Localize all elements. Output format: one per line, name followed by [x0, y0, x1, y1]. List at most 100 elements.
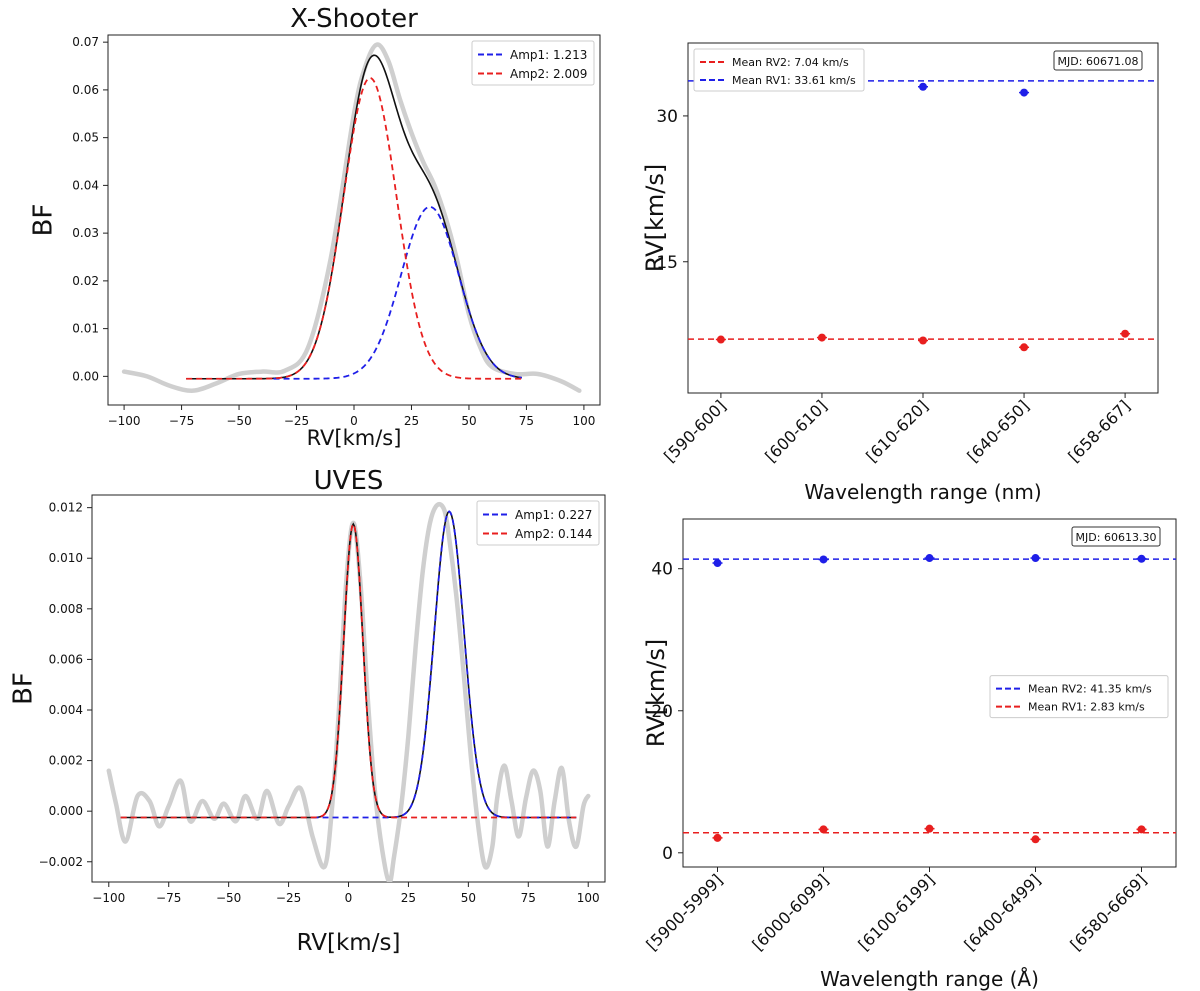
uves_bf-y-tick-label: 0.010 [49, 551, 83, 565]
uves_rv-legend-label: Mean RV2: 41.35 km/s [1028, 683, 1152, 696]
xshooter_rv-x-tick-label: [600-610] [761, 396, 831, 466]
uves_rv-point-rv2 [819, 555, 828, 564]
uves_bf-y-tick-label: 0.004 [49, 703, 83, 717]
uves_rv-point-rv1 [1137, 825, 1146, 834]
uves_rv-x-axis-label: Wavelength range (Å) [820, 967, 1039, 991]
uves_bf-y-tick-label: 0.000 [49, 804, 83, 818]
uves_bf-x-tick-label: 25 [401, 891, 416, 905]
uves_rv-mjd-box [1071, 526, 1161, 547]
xshooter_bf-plot-frame [107, 34, 601, 406]
uves_rv-x-tick-label: [6100-6199] [854, 870, 938, 954]
xshooter_bf-y-tick-label: 0.02 [72, 274, 99, 288]
xshooter_bf-x-axis-label: RV[km/s] [307, 426, 402, 450]
uves_rv-point-rv1 [925, 824, 934, 833]
xshooter_bf-gaussian2-line [186, 77, 522, 380]
uves_bf-gaussian2-line [120, 522, 577, 819]
uves_rv-x-tick-label: [5900-5999] [642, 870, 726, 954]
xshooter_bf-y-tick-label: 0.07 [72, 35, 99, 49]
xshooter_bf-y-axis-label: BF [29, 204, 59, 237]
xshooter_bf-x-tick-label: 0 [350, 414, 358, 428]
xshooter_bf-panel: −100 −75 −50 −25 0 25 50 75 100 0.00 0.01 0.02 0.03 0… [29, 4, 601, 450]
xshooter_rv-point-rv2 [1020, 343, 1029, 352]
xshooter_bf-x-tick-label: −50 [226, 414, 251, 428]
uves_rv-y-axis-label: RV[km/s] [642, 639, 670, 747]
xshooter_rv-mjd-annotation: MJD: 60671.08 [1058, 55, 1139, 68]
uves_rv-point-rv2 [713, 559, 722, 568]
uves_bf-y-tick-label: 0.006 [49, 652, 83, 666]
uves_rv-legend-box [989, 675, 1169, 719]
uves_bf-panel: −100 −75 −50 −25 0 25 50 75 100 −0.002 0.000 0.002 0… [9, 466, 606, 956]
uves_rv-legend-label: Mean RV1: 2.83 km/s [1028, 701, 1145, 714]
xshooter_bf-y-tick-label: 0.06 [72, 83, 99, 97]
uves_rv-point-rv2 [925, 554, 934, 563]
xshooter_bf-title: X-Shooter [290, 4, 418, 34]
xshooter_bf-y-tick-label: 0.00 [72, 369, 99, 383]
xshooter_bf-y-tick-label: 0.01 [72, 322, 99, 336]
xshooter_rv-legend-label: Mean RV1: 33.61 km/s [732, 74, 856, 87]
xshooter_bf-legend-box [471, 40, 595, 86]
uves_bf-gaussian1-line [312, 510, 577, 819]
xshooter_bf-observed-bf-line [121, 42, 582, 393]
xshooter_rv-panel: 15 30 [590-600] [600-610] [610-620] [640-650]… [641, 42, 1159, 504]
uves_rv-x-tick-label: [6000-6099] [748, 870, 832, 954]
uves_rv-panel: 0 20 40 [5900-5999] [6000-6099] [6100-6199] [6… [642, 518, 1177, 991]
uves_bf-x-tick-label: 0 [345, 891, 353, 905]
xshooter_rv-y-tick-label: 15 [656, 253, 678, 273]
xshooter_bf-plot-area [121, 42, 582, 393]
uves_bf-legend-label: Amp1: 0.227 [515, 508, 592, 522]
uves_rv-mjd-annotation: MJD: 60613.30 [1076, 531, 1157, 544]
uves_rv-point-rv1 [1031, 835, 1040, 844]
uves_bf-x-tick-label: −50 [216, 891, 241, 905]
uves_rv-point-rv1 [819, 825, 828, 834]
xshooter_bf-legend-label: Amp2: 2.009 [510, 67, 587, 81]
xshooter_rv-mjd-box [1053, 50, 1143, 71]
xshooter_rv-point-rv2 [919, 336, 927, 345]
uves_bf-y-tick-label: 0.008 [49, 602, 83, 616]
uves_rv-y-tick-label: 0 [662, 844, 673, 864]
uves_bf-x-tick-label: 75 [521, 891, 536, 905]
xshooter_bf-y-tick-label: 0.05 [72, 131, 99, 145]
uves_rv-point-rv2 [1137, 554, 1146, 563]
uves_bf-legend-box [476, 500, 600, 546]
uves_bf-y-tick-label: 0.012 [49, 501, 83, 515]
xshooter_bf-gaussian1-line [273, 205, 522, 380]
xshooter_bf-x-tick-label: 25 [404, 414, 419, 428]
xshooter_rv-x-tick-label: [640-650] [963, 396, 1033, 466]
xshooter_rv-x-tick-label: [590-600] [660, 396, 730, 466]
uves_bf-y-axis-label: BF [9, 672, 39, 705]
uves_rv-y-tick-label: 40 [651, 560, 673, 580]
uves_bf-x-tick-label: 100 [577, 891, 600, 905]
uves_bf-title: UVES [314, 466, 384, 496]
uves_bf-observed-bf-line [106, 502, 591, 882]
uves_bf-plot-area [106, 502, 591, 882]
uves_rv-point-rv1 [713, 833, 722, 842]
uves_bf-x-tick-label: −100 [92, 891, 125, 905]
xshooter_bf-x-tick-label: −25 [284, 414, 309, 428]
xshooter_rv-point-rv2 [716, 335, 725, 344]
uves_rv-x-tick-label: [6400-6499] [960, 870, 1044, 954]
uves_bf-x-axis-label: RV[km/s] [297, 930, 401, 956]
xshooter_rv-y-tick-label: 30 [656, 107, 678, 127]
uves_bf-y-tick-label: −0.002 [39, 855, 83, 869]
xshooter_rv-point-rv2 [1121, 329, 1130, 338]
uves_bf-x-tick-label: −25 [276, 891, 301, 905]
xshooter_rv-point-rv1 [1020, 88, 1029, 97]
xshooter_rv-x-tick-label: [610-620] [862, 396, 932, 466]
uves_rv-point-rv2 [1031, 554, 1040, 563]
xshooter_rv-x-tick-label: [658-667] [1064, 396, 1134, 466]
xshooter_bf-x-tick-label: −75 [169, 414, 194, 428]
uves_bf-y-tick-label: 0.002 [49, 754, 83, 768]
xshooter_bf-x-tick-label: 100 [572, 414, 595, 428]
xshooter_bf-x-tick-label: 75 [519, 414, 534, 428]
xshooter_bf-legend-label: Amp1: 1.213 [510, 48, 587, 62]
xshooter_rv-legend-box [693, 48, 865, 92]
xshooter_rv-y-axis-label: RV[km/s] [641, 164, 669, 272]
xshooter_bf-y-tick-label: 0.03 [72, 226, 99, 240]
xshooter_rv-legend-label: Mean RV2: 7.04 km/s [732, 56, 849, 69]
uves_rv-x-tick-label: [6580-6669] [1066, 870, 1150, 954]
xshooter_bf-x-tick-label: −100 [108, 414, 141, 428]
xshooter_rv-x-axis-label: Wavelength range (nm) [804, 480, 1041, 504]
uves_rv-y-tick-label: 20 [651, 702, 673, 722]
uves_bf-legend-label: Amp2: 0.144 [515, 527, 592, 541]
